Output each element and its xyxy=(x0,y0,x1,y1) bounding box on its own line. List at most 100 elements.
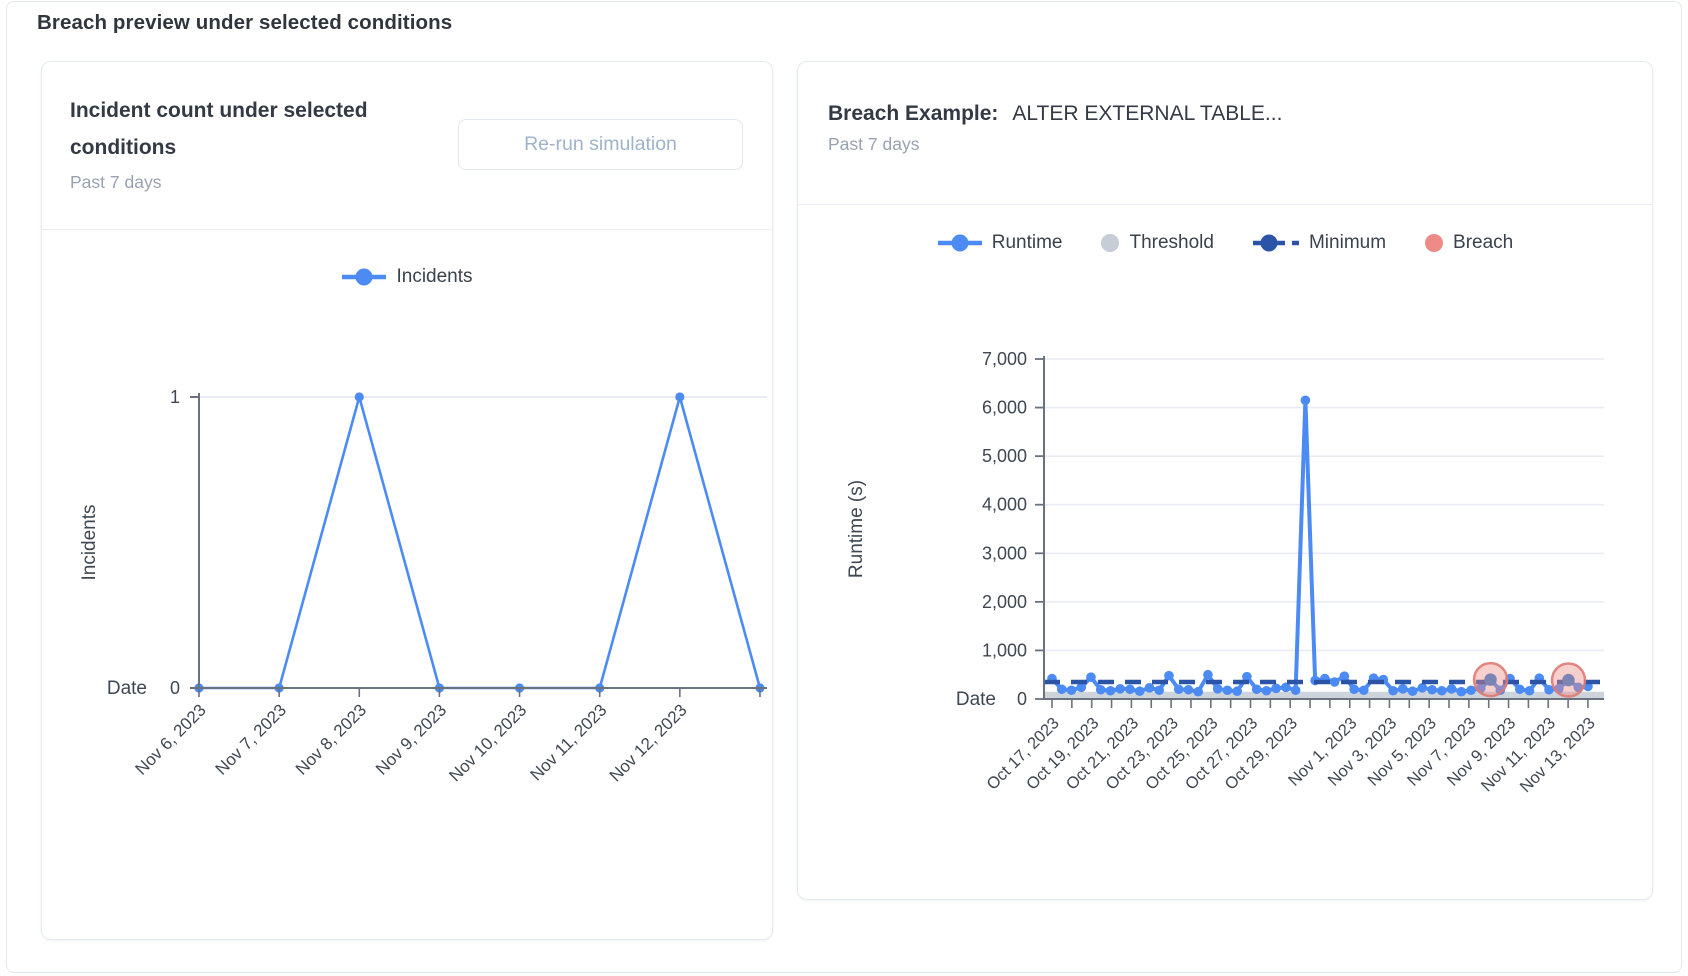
y-tick-label: 3,000 xyxy=(982,543,1027,563)
legend-label-runtime: Runtime xyxy=(991,232,1063,253)
runtime-data-point xyxy=(1193,686,1203,697)
legend-label-threshold: Threshold xyxy=(1129,232,1214,253)
runtime-data-point xyxy=(1222,685,1233,696)
runtime-line-marker-icon xyxy=(937,234,982,252)
runtime-data-point xyxy=(1329,677,1340,687)
runtime-data-point xyxy=(1290,685,1301,696)
runtime-data-point xyxy=(1056,684,1067,695)
incidents-line-marker-icon xyxy=(342,268,387,286)
breach-example-card: Breach Example: ALTER EXTERNAL TABLE... … xyxy=(797,61,1653,900)
runtime-data-point xyxy=(1437,685,1447,696)
runtime-data-point xyxy=(1417,683,1428,693)
incidents-series-line xyxy=(199,395,762,690)
x-tick-label: Nov 8, 2023 xyxy=(292,700,370,778)
x-tick-label: Nov 7, 2023 xyxy=(212,700,290,778)
threshold-band xyxy=(1044,691,1604,699)
incidents-data-point xyxy=(675,392,685,402)
y-tick-label: 0 xyxy=(170,678,180,698)
y-tick-label: 6,000 xyxy=(982,398,1027,418)
runtime-data-point xyxy=(1466,685,1476,696)
x-tick-label: Nov 12, 2023 xyxy=(606,700,691,785)
minimum-dashed-marker-icon xyxy=(1252,234,1299,252)
legend-item-threshold[interactable]: Threshold xyxy=(1100,232,1214,254)
runtime-data-point xyxy=(1134,686,1145,697)
runtime-data-point xyxy=(1183,684,1194,695)
legend-label-incidents: Incidents xyxy=(396,266,473,287)
runtime-data-point xyxy=(1086,672,1096,682)
runtime-data-point xyxy=(1125,684,1135,695)
runtime-data-point xyxy=(1251,684,1262,695)
runtime-chart: 01,0002,0003,0004,0005,0006,0007,000Oct … xyxy=(846,349,1604,796)
runtime-data-point xyxy=(1427,684,1437,695)
runtime-data-point xyxy=(1398,684,1408,694)
x-tick-label: Nov 11, 2023 xyxy=(526,700,610,784)
runtime-data-point xyxy=(1271,683,1281,694)
x-axis-title: Date xyxy=(956,689,996,710)
incident-card-title: Incident count under selected conditions xyxy=(70,99,368,159)
runtime-data-point xyxy=(1388,685,1398,696)
card-header-divider xyxy=(42,229,772,230)
incident-card-subtitle: Past 7 days xyxy=(70,172,162,192)
breach-marker-dot xyxy=(1484,673,1497,686)
x-tick-label: Nov 6, 2023 xyxy=(132,700,210,778)
runtime-series-line xyxy=(1050,398,1589,694)
runtime-data-point xyxy=(1349,684,1359,695)
y-tick-label: 4,000 xyxy=(982,495,1027,515)
runtime-data-point xyxy=(1144,683,1155,693)
runtime-data-point xyxy=(1300,395,1311,406)
runtime-data-point xyxy=(1261,685,1272,696)
legend-label-minimum: Minimum xyxy=(1308,232,1387,253)
runtime-data-point xyxy=(1212,684,1223,694)
legend-item-breach[interactable]: Breach xyxy=(1424,232,1513,254)
runtime-data-point xyxy=(1495,685,1506,696)
breach-card-title-value: ALTER EXTERNAL TABLE... xyxy=(1012,102,1283,125)
runtime-legend: Runtime Threshold Minimum xyxy=(798,232,1652,254)
y-tick-label: 1 xyxy=(170,387,180,407)
runtime-data-point xyxy=(1407,686,1418,697)
card-header-divider xyxy=(798,204,1652,205)
runtime-data-point xyxy=(1095,684,1106,695)
y-tick-label: 1,000 xyxy=(982,640,1027,660)
breach-dot-marker-icon xyxy=(1425,234,1444,252)
runtime-data-point xyxy=(1115,684,1126,694)
runtime-data-point xyxy=(1514,684,1525,695)
runtime-data-point xyxy=(1446,684,1457,694)
legend-item-runtime[interactable]: Runtime xyxy=(937,232,1063,254)
runtime-data-point xyxy=(1524,685,1535,696)
runtime-data-point xyxy=(1359,685,1369,696)
y-tick-label: 0 xyxy=(1017,689,1027,709)
incident-count-card: Incident count under selected conditions… xyxy=(41,61,773,940)
runtime-data-point xyxy=(1164,670,1174,681)
threshold-dot-marker-icon xyxy=(1101,234,1120,252)
rerun-simulation-button[interactable]: Re-run simulation xyxy=(458,119,743,170)
y-axis-title: Runtime (s) xyxy=(846,480,867,578)
runtime-data-point xyxy=(1339,671,1350,681)
y-tick-label: 7,000 xyxy=(982,349,1027,369)
runtime-data-point xyxy=(1242,671,1252,682)
breach-card-title-label: Breach Example: xyxy=(828,102,999,125)
breach-card-subtitle: Past 7 days xyxy=(828,134,920,154)
runtime-data-point xyxy=(1076,682,1087,693)
x-tick-label: Nov 9, 2023 xyxy=(372,700,450,778)
y-tick-label: 2,000 xyxy=(982,592,1027,612)
y-axis-title: Incidents xyxy=(79,504,100,580)
runtime-data-point xyxy=(1066,685,1077,696)
runtime-data-point xyxy=(1456,686,1467,697)
runtime-data-point xyxy=(1281,682,1291,693)
incidents-legend: Incidents xyxy=(42,266,772,288)
legend-item-minimum[interactable]: Minimum xyxy=(1252,232,1386,254)
incidents-data-point xyxy=(354,392,364,402)
x-axis-title: Date xyxy=(107,678,147,699)
runtime-data-point xyxy=(1203,669,1213,680)
runtime-data-point xyxy=(1154,685,1164,696)
runtime-data-point xyxy=(1105,685,1116,696)
breach-card-header: Breach Example: ALTER EXTERNAL TABLE... … xyxy=(828,95,1608,155)
runtime-data-point xyxy=(1232,686,1242,697)
legend-item-incidents[interactable]: Incidents xyxy=(341,266,473,288)
runtime-data-point xyxy=(1544,684,1554,695)
x-tick-label: Nov 10, 2023 xyxy=(445,700,530,785)
page-title: Breach preview under selected conditions xyxy=(37,11,453,34)
incident-card-header: Incident count under selected conditions… xyxy=(70,92,370,193)
